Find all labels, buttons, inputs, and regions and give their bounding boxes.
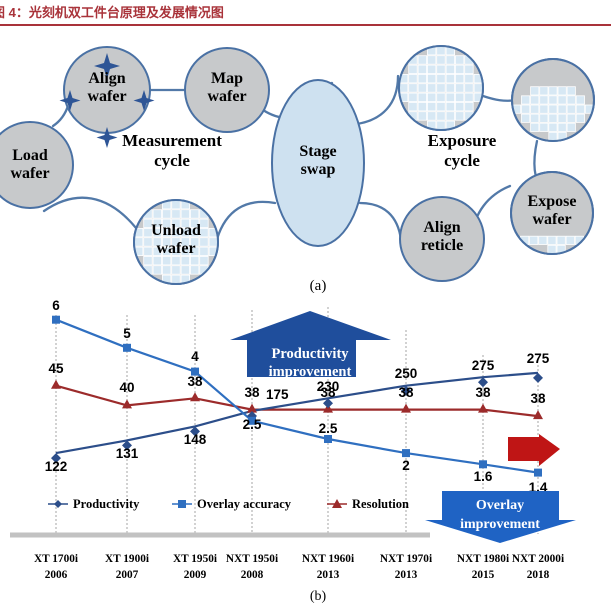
svg-text:2018: 2018 xyxy=(527,569,550,581)
svg-text:Productivity: Productivity xyxy=(73,497,140,511)
svg-text:Stage: Stage xyxy=(299,143,336,160)
svg-text:(a): (a) xyxy=(310,278,327,293)
svg-text:cycle: cycle xyxy=(154,151,190,170)
svg-text:Overlay: Overlay xyxy=(476,498,524,513)
svg-text:38: 38 xyxy=(320,385,336,400)
svg-text:1.6: 1.6 xyxy=(474,469,493,484)
svg-text:Overlay accuracy: Overlay accuracy xyxy=(197,497,292,511)
svg-text:wafer: wafer xyxy=(532,211,571,228)
svg-text:wafer: wafer xyxy=(207,88,246,105)
svg-text:Load: Load xyxy=(12,147,48,164)
svg-text:NXT 1950i: NXT 1950i xyxy=(226,553,278,565)
svg-text:2008: 2008 xyxy=(241,569,264,581)
svg-text:148: 148 xyxy=(184,432,207,447)
svg-text:2009: 2009 xyxy=(184,569,207,581)
svg-text:2006: 2006 xyxy=(45,569,68,581)
svg-text:6: 6 xyxy=(52,298,60,313)
svg-text:38: 38 xyxy=(530,391,546,406)
svg-text:improvement: improvement xyxy=(269,364,352,380)
svg-text:Expose: Expose xyxy=(528,193,577,210)
svg-text:2013: 2013 xyxy=(395,569,418,581)
svg-text:wafer: wafer xyxy=(156,240,195,257)
svg-text:NXT 2000i: NXT 2000i xyxy=(512,553,564,565)
svg-text:NXT 1970i: NXT 1970i xyxy=(380,553,432,565)
svg-text:45: 45 xyxy=(48,361,64,376)
svg-text:2013: 2013 xyxy=(317,569,340,581)
svg-text:Align: Align xyxy=(423,219,460,236)
svg-text:250: 250 xyxy=(395,366,418,381)
svg-text:38: 38 xyxy=(244,385,260,400)
svg-text:wafer: wafer xyxy=(10,165,49,182)
svg-text:Align: Align xyxy=(88,70,125,87)
svg-text:NXT 1980i: NXT 1980i xyxy=(457,553,509,565)
svg-text:275: 275 xyxy=(472,358,495,373)
svg-text:cycle: cycle xyxy=(444,151,480,170)
svg-text:Unload: Unload xyxy=(151,222,201,239)
svg-text:Productivity: Productivity xyxy=(271,346,349,362)
svg-text:38: 38 xyxy=(187,374,203,389)
svg-text:40: 40 xyxy=(119,380,134,395)
svg-text:XT 1900i: XT 1900i xyxy=(105,553,149,565)
svg-text:275: 275 xyxy=(527,351,550,366)
svg-text:reticle: reticle xyxy=(421,237,463,254)
svg-text:improvement: improvement xyxy=(460,517,540,532)
svg-text:2015: 2015 xyxy=(472,569,495,581)
svg-text:Measurement: Measurement xyxy=(122,131,222,150)
svg-text:38: 38 xyxy=(475,385,491,400)
svg-text:4: 4 xyxy=(191,349,199,364)
svg-text:2: 2 xyxy=(402,458,410,473)
svg-text:(b): (b) xyxy=(310,589,327,604)
svg-text:XT 1700i: XT 1700i xyxy=(34,553,78,565)
svg-text:XT 1950i: XT 1950i xyxy=(173,553,217,565)
svg-text:2.5: 2.5 xyxy=(319,421,338,436)
svg-text:Resolution: Resolution xyxy=(352,497,409,511)
svg-text:38: 38 xyxy=(398,385,414,400)
svg-text:5: 5 xyxy=(123,326,131,341)
svg-text:NXT 1960i: NXT 1960i xyxy=(302,553,354,565)
svg-text:wafer: wafer xyxy=(87,88,126,105)
svg-text:2.5: 2.5 xyxy=(243,417,262,432)
svg-text:Exposure: Exposure xyxy=(428,131,497,150)
svg-text:Map: Map xyxy=(211,70,243,87)
svg-text:131: 131 xyxy=(116,446,139,461)
svg-text:2007: 2007 xyxy=(116,569,139,581)
svg-text:swap: swap xyxy=(301,161,336,178)
svg-text:122: 122 xyxy=(45,459,68,474)
svg-text:175: 175 xyxy=(266,387,289,402)
